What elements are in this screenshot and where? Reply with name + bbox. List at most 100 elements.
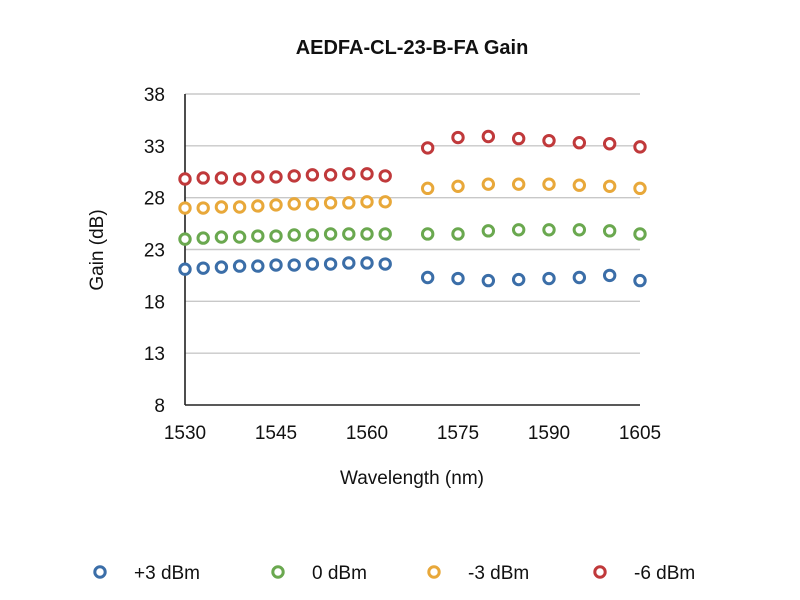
y-tick-label: 18	[144, 292, 165, 313]
data-point	[269, 229, 283, 243]
data-point	[633, 227, 647, 241]
data-point	[214, 260, 229, 274]
data-point	[451, 179, 465, 193]
data-point	[287, 169, 301, 183]
data-point	[542, 133, 556, 148]
x-tick-label: 1545	[255, 423, 297, 444]
data-point	[342, 256, 356, 270]
data-points	[178, 129, 647, 288]
data-point	[451, 271, 465, 286]
data-point	[305, 228, 320, 242]
data-point	[178, 201, 192, 215]
legend-item: +3 dBm	[93, 563, 200, 584]
legend-label: +3 dBm	[134, 563, 200, 584]
data-point	[602, 268, 617, 283]
legend-item: 0 dBm	[271, 563, 367, 584]
series-1	[178, 223, 647, 246]
legend-label: -6 dBm	[634, 563, 695, 584]
data-point	[420, 181, 435, 196]
data-point	[542, 271, 556, 286]
data-point	[420, 270, 435, 285]
chart-title: AEDFA-CL-23-B-FA Gain	[296, 37, 529, 59]
data-point	[178, 232, 192, 246]
data-point	[251, 259, 265, 273]
data-point	[602, 179, 617, 193]
data-point	[323, 168, 338, 182]
legend-label: -3 dBm	[468, 563, 529, 584]
legend-marker	[271, 565, 285, 579]
data-point	[196, 171, 210, 185]
data-point	[196, 231, 210, 245]
data-point	[511, 177, 526, 191]
axes	[184, 94, 640, 406]
data-point	[481, 224, 496, 238]
x-tick-label: 1605	[619, 423, 661, 444]
data-point	[451, 227, 465, 241]
data-point	[323, 227, 338, 241]
series-3	[178, 129, 647, 186]
gridlines	[185, 93, 640, 354]
data-point	[251, 229, 265, 243]
legend-marker	[427, 565, 441, 579]
data-point	[420, 141, 435, 155]
data-point	[342, 196, 356, 210]
data-point	[178, 172, 192, 186]
x-tick-label: 1590	[528, 423, 570, 444]
data-point	[481, 177, 496, 191]
data-point	[342, 227, 356, 241]
series-0	[178, 256, 647, 288]
data-point	[511, 131, 526, 146]
data-point	[232, 230, 247, 244]
series-2	[178, 177, 647, 215]
data-point	[232, 172, 247, 186]
data-point	[360, 195, 374, 209]
data-point	[378, 169, 392, 183]
data-point	[378, 257, 392, 271]
data-point	[542, 177, 556, 191]
data-point	[232, 200, 247, 214]
data-point	[572, 223, 587, 237]
data-point	[420, 227, 435, 241]
data-point	[360, 227, 374, 241]
x-tick-label: 1575	[437, 423, 479, 444]
y-tick-label: 13	[144, 344, 165, 365]
data-point	[511, 272, 526, 287]
data-point	[251, 170, 265, 184]
data-point	[214, 200, 229, 214]
data-point	[542, 223, 556, 237]
y-tick-label: 33	[144, 137, 165, 158]
data-point	[451, 130, 465, 145]
y-tick-label: 8	[154, 396, 165, 417]
data-point	[269, 258, 283, 272]
data-point	[196, 201, 210, 215]
legend-item: -6 dBm	[593, 563, 695, 584]
data-point	[633, 140, 647, 154]
legend-item: -3 dBm	[427, 563, 529, 584]
data-point	[572, 270, 587, 285]
data-point	[360, 167, 374, 181]
data-point	[602, 137, 617, 151]
data-point	[251, 199, 265, 213]
y-tick-labels: 38 33 28 23 18 13 8	[144, 85, 165, 417]
data-point	[178, 262, 192, 276]
legend-marker	[593, 565, 607, 579]
y-axis-label: Gain (dB)	[87, 209, 108, 290]
data-point	[572, 178, 587, 192]
data-point	[633, 273, 647, 288]
y-tick-label: 38	[144, 85, 165, 106]
data-point	[287, 197, 301, 211]
data-point	[214, 171, 229, 185]
legend-label: 0 dBm	[312, 563, 367, 584]
legend-marker	[93, 565, 107, 579]
x-tick-label: 1560	[346, 423, 388, 444]
data-point	[305, 197, 320, 211]
data-point	[287, 258, 301, 272]
data-point	[305, 257, 320, 271]
data-point	[378, 195, 392, 209]
data-point	[572, 136, 587, 150]
data-point	[481, 129, 496, 144]
data-point	[269, 198, 283, 212]
legend: +3 dBm 0 dBm -3 dBm -6 dBm	[93, 563, 695, 584]
x-axis-label: Wavelength (nm)	[340, 468, 484, 489]
